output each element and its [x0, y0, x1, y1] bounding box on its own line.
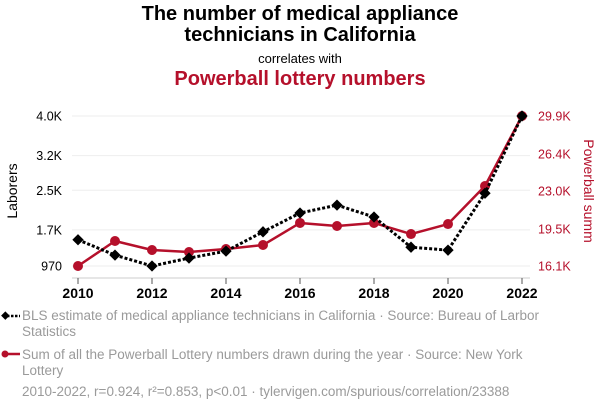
x-tick-label: 2010	[62, 285, 93, 301]
data-point-technicians	[146, 260, 158, 272]
left-axis-label: Laborers	[4, 163, 20, 218]
data-point-powerball	[73, 261, 83, 271]
data-point-powerball	[443, 219, 453, 230]
x-tick-label: 2022	[506, 285, 537, 301]
left-tick-label: 1.7K	[36, 223, 62, 237]
data-point-powerball	[110, 236, 120, 246]
data-point-technicians	[442, 244, 454, 256]
data-point-powerball	[406, 229, 416, 240]
x-tick-label: 2016	[284, 285, 315, 301]
chart-title-line1: The number of medical appliance	[141, 3, 459, 25]
data-point-technicians	[479, 187, 491, 199]
right-tick-label: 19.5K	[538, 223, 571, 237]
data-point-powerball	[295, 217, 305, 228]
data-point-technicians	[220, 245, 232, 257]
right-axis-ticks: 16.1K 19.5K 23.0K 26.4K 29.9K	[538, 110, 571, 274]
legend-marker-powerball	[1, 350, 20, 358]
left-tick-label: 970	[41, 260, 62, 274]
chart-second-title: Powerball lottery numbers	[174, 68, 426, 90]
data-point-technicians	[331, 199, 343, 211]
footer-stats: 2010-2022, r=0.924, r²=0.853, p<0.01 · t…	[22, 384, 510, 399]
left-tick-label: 4.0K	[36, 110, 62, 124]
right-tick-label: 23.0K	[538, 185, 571, 199]
data-point-powerball	[332, 221, 342, 231]
chart-subtitle: correlates with	[258, 51, 342, 66]
data-point-technicians	[72, 234, 84, 246]
chart-title: The number of medical appliance technici…	[0, 4, 600, 46]
left-tick-label: 3.2K	[36, 149, 62, 163]
right-tick-label: 16.1K	[538, 260, 571, 274]
chart-title-line2: technicians in California	[184, 24, 416, 46]
data-point-technicians	[257, 226, 269, 238]
series-technicians-line	[77, 115, 524, 268]
right-tick-label: 29.9K	[538, 110, 571, 124]
data-point-powerball	[258, 240, 268, 251]
series-technicians	[72, 110, 528, 272]
data-point-powerball	[147, 245, 157, 256]
left-tick-label: 2.5K	[36, 184, 62, 198]
gridlines	[72, 115, 530, 267]
data-point-powerball	[369, 217, 379, 228]
data-point-technicians	[405, 241, 417, 253]
right-tick-label: 26.4K	[538, 148, 571, 162]
x-tick-label: 2020	[432, 285, 463, 301]
data-point-powerball	[184, 246, 194, 257]
x-axis-ticks: 2010 2012 2014 2016 2018 2020 2022	[62, 278, 538, 301]
left-axis-ticks: 970 1.7K 2.5K 3.2K 4.0K	[36, 110, 62, 274]
data-point-technicians	[183, 252, 195, 264]
legend-marker-technicians	[1, 311, 20, 320]
data-point-technicians	[109, 249, 121, 261]
data-point-technicians	[368, 211, 380, 223]
x-tick-label: 2012	[136, 285, 167, 301]
right-axis-label: Powerball summ	[581, 139, 597, 242]
x-tick-label: 2014	[210, 285, 241, 301]
x-tick-label: 2018	[358, 285, 389, 301]
data-point-technicians	[294, 207, 306, 219]
series-powerball	[73, 111, 527, 271]
legend-label-technicians: BLS estimate of medical appliance techni…	[22, 308, 540, 339]
data-point-technicians	[516, 110, 528, 122]
legend-label-powerball: Sum of all the Powerball Lottery numbers…	[22, 347, 523, 378]
series-powerball-line	[77, 115, 524, 268]
